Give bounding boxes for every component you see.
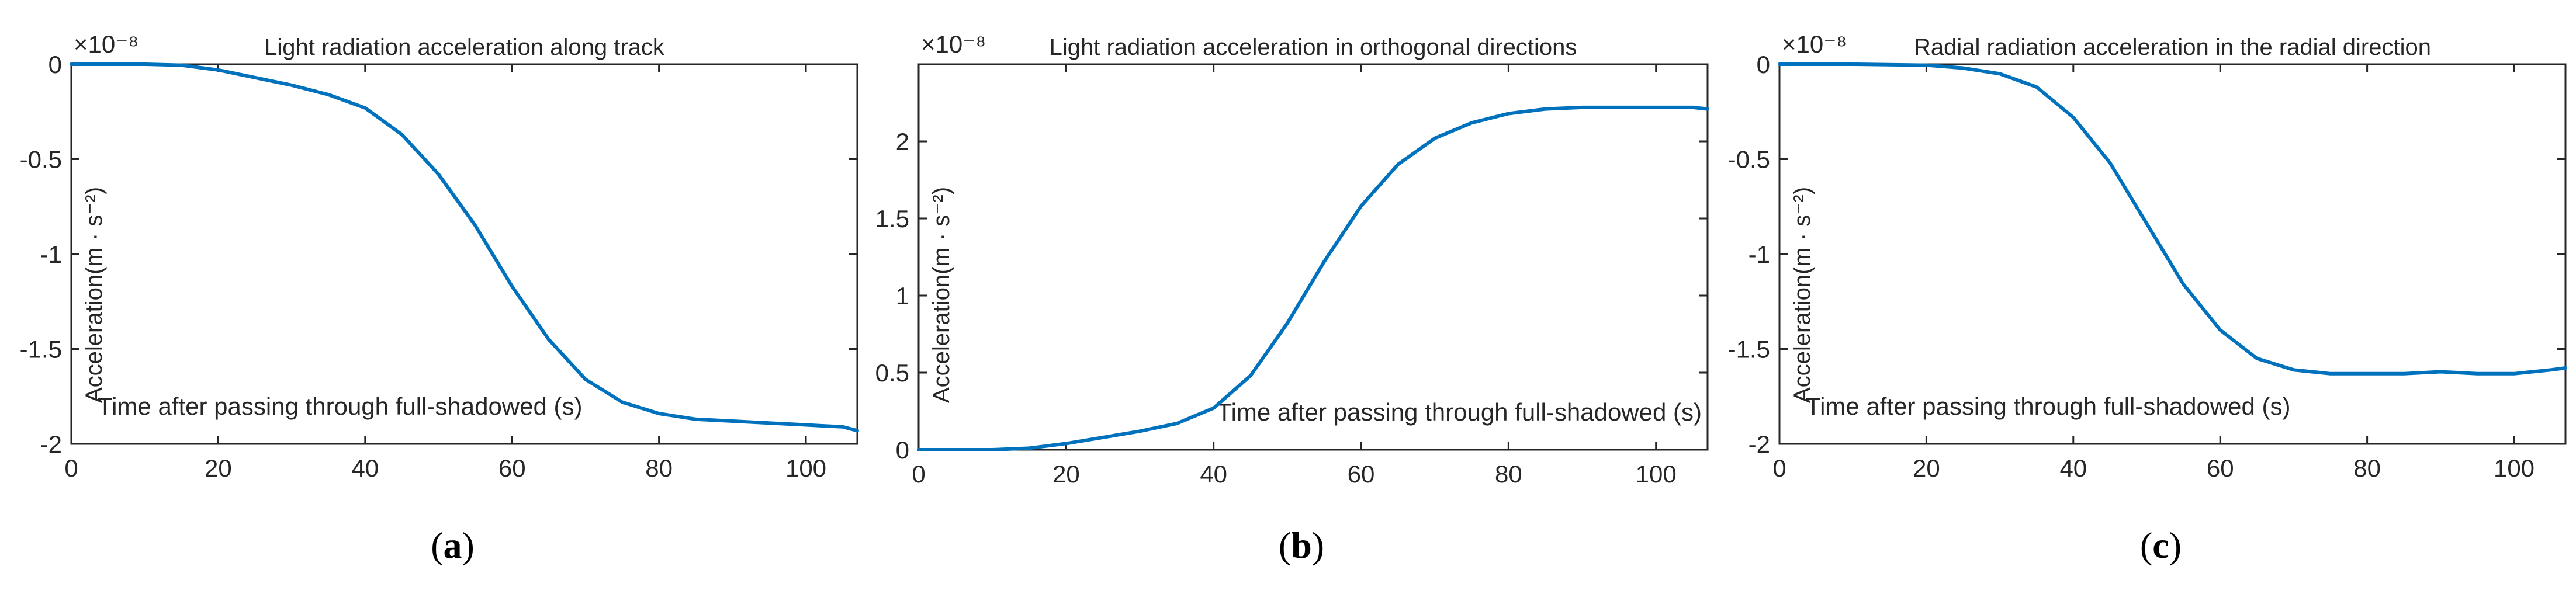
y-tick-label: 0.5 bbox=[875, 359, 909, 387]
axes-frame bbox=[1778, 63, 2567, 445]
x-axis-annotation: Time after passing through full-shadowed… bbox=[1217, 398, 1702, 426]
x-tick-label: 100 bbox=[2494, 454, 2535, 482]
y-tick-label: -2 bbox=[1749, 430, 1770, 458]
panel-label: (b) bbox=[1279, 524, 1324, 566]
x-axis-annotation: Time after passing through full-shadowed… bbox=[98, 392, 583, 420]
y-tick-label: -1 bbox=[1749, 241, 1770, 268]
x-tick-label: 60 bbox=[498, 454, 526, 482]
y-axis-label: Acceleration(m · s⁻²) bbox=[81, 187, 107, 403]
y-tick-label: -2 bbox=[40, 430, 62, 458]
y-tick-label: 1.5 bbox=[875, 205, 909, 232]
x-tick-label: 0 bbox=[1772, 454, 1786, 482]
y-tick-label: -1.5 bbox=[1728, 336, 1770, 363]
panel-label: (a) bbox=[431, 524, 475, 566]
x-tick-label: 100 bbox=[1636, 460, 1677, 488]
x-tick-label: 100 bbox=[785, 454, 826, 482]
y-tick-label: -0.5 bbox=[20, 146, 62, 173]
series-line-orthogonal bbox=[917, 105, 1709, 451]
exponent-label: ×10⁻⁸ bbox=[921, 30, 986, 58]
x-tick-label: 40 bbox=[2059, 454, 2087, 482]
chart-title: Light radiation acceleration along track bbox=[264, 34, 665, 60]
x-tick-label: 20 bbox=[205, 454, 232, 482]
exponent-label: ×10⁻⁸ bbox=[1782, 30, 1847, 58]
y-tick-label: -0.5 bbox=[1728, 146, 1770, 173]
x-tick-label: 20 bbox=[1913, 454, 1940, 482]
y-axis-label: Acceleration(m · s⁻²) bbox=[929, 187, 954, 403]
y-tick-label: -1.5 bbox=[20, 336, 62, 363]
exponent-label: ×10⁻⁸ bbox=[74, 30, 139, 58]
y-tick-label: 2 bbox=[896, 128, 909, 155]
y-tick-label: 0 bbox=[1757, 51, 1770, 78]
x-tick-label: 0 bbox=[64, 454, 78, 482]
panel-label: (c) bbox=[2140, 524, 2182, 566]
y-tick-label: -1 bbox=[40, 241, 62, 268]
x-tick-label: 80 bbox=[1495, 460, 1522, 488]
x-tick-label: 80 bbox=[645, 454, 673, 482]
x-tick-label: 40 bbox=[1200, 460, 1227, 488]
chart-title: Radial radiation acceleration in the rad… bbox=[1914, 34, 2431, 60]
x-tick-label: 80 bbox=[2353, 454, 2381, 482]
x-tick-label: 0 bbox=[912, 460, 925, 488]
y-tick-label: 1 bbox=[896, 282, 909, 310]
x-tick-label: 60 bbox=[2207, 454, 2234, 482]
x-tick-label: 40 bbox=[351, 454, 379, 482]
y-tick-label: 0 bbox=[896, 436, 909, 464]
x-axis-annotation: Time after passing through full-shadowed… bbox=[1806, 392, 2291, 420]
x-tick-label: 20 bbox=[1052, 460, 1080, 488]
axes-frame bbox=[70, 63, 858, 445]
y-axis-label: Acceleration(m · s⁻²) bbox=[1789, 187, 1815, 403]
chart-title: Light radiation acceleration in orthogon… bbox=[1050, 34, 1577, 60]
axes-frame bbox=[917, 63, 1709, 451]
series-line-radial bbox=[1778, 62, 2567, 376]
y-tick-label: 0 bbox=[49, 51, 62, 78]
series-line-along-track bbox=[70, 62, 859, 433]
x-tick-label: 60 bbox=[1348, 460, 1375, 488]
